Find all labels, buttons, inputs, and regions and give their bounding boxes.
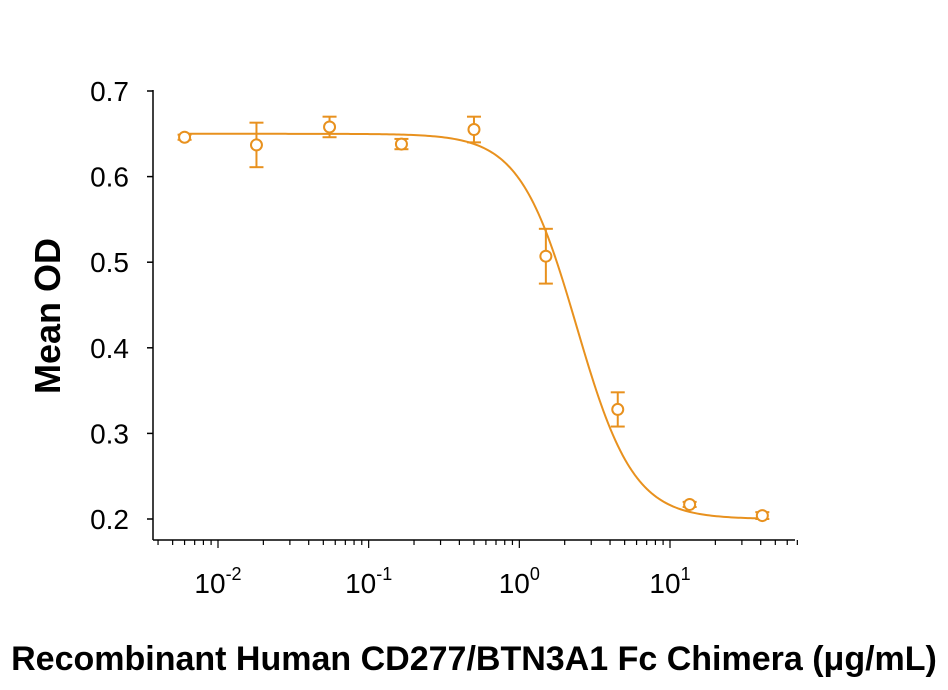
y-tick-label: 0.4 xyxy=(90,333,129,364)
point-marker xyxy=(467,123,481,137)
point-marker xyxy=(539,249,553,263)
x-tick-label: 10-2 xyxy=(194,564,241,599)
x-tick-label: 101 xyxy=(649,564,690,599)
y-tick-label: 0.2 xyxy=(90,504,129,535)
data-point xyxy=(249,121,264,169)
fit-curve xyxy=(184,132,763,520)
data-point xyxy=(610,391,625,428)
point-marker xyxy=(323,120,337,134)
y-tick-label: 0.6 xyxy=(90,162,129,193)
fit-curve-group xyxy=(184,132,763,520)
y-axis-title: Mean OD xyxy=(27,238,68,394)
data-point xyxy=(466,115,481,144)
y-axis: 0.2 0.3 0.4 0.5 0.6 0.7 xyxy=(90,76,154,540)
y-tick-label: 0.3 xyxy=(90,418,129,449)
y-tick-label: 0.7 xyxy=(90,76,129,107)
point-marker xyxy=(755,509,769,523)
data-point xyxy=(682,497,697,511)
data-points xyxy=(177,115,770,523)
x-axis-title: Recombinant Human CD277/BTN3A1 Fc Chimer… xyxy=(11,640,937,678)
point-marker xyxy=(611,402,625,416)
data-point xyxy=(177,130,192,144)
x-tick-label: 100 xyxy=(499,564,540,599)
x-tick-label: 10-1 xyxy=(345,564,392,599)
data-point xyxy=(394,137,409,151)
point-marker xyxy=(178,130,192,144)
x-axis: 10-2 10-1 100 101 xyxy=(153,539,798,599)
point-marker xyxy=(394,137,408,151)
point-marker xyxy=(683,497,697,511)
data-point xyxy=(538,227,553,285)
point-marker xyxy=(249,138,263,152)
data-point xyxy=(755,509,770,523)
y-tick-label: 0.5 xyxy=(90,247,129,278)
data-point xyxy=(322,115,337,139)
